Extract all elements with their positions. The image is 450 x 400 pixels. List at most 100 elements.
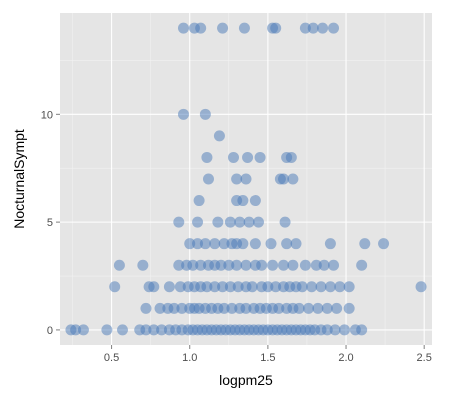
data-point xyxy=(270,22,282,34)
data-point xyxy=(137,259,149,271)
data-point xyxy=(163,281,175,293)
data-point xyxy=(242,151,254,163)
data-point xyxy=(237,238,249,250)
data-point xyxy=(240,259,252,271)
data-point xyxy=(299,259,311,271)
data-point xyxy=(148,324,160,336)
data-point xyxy=(168,302,180,314)
data-point xyxy=(281,238,293,250)
data-point xyxy=(324,238,336,250)
data-point xyxy=(270,281,282,293)
data-point xyxy=(140,302,152,314)
data-point xyxy=(246,281,258,293)
y-tick-label: 10 xyxy=(41,109,53,121)
data-point xyxy=(321,324,333,336)
data-point xyxy=(296,281,308,293)
data-point xyxy=(262,281,274,293)
data-point xyxy=(254,151,266,163)
x-tick-label: 0.5 xyxy=(104,352,119,364)
data-point xyxy=(287,259,299,271)
data-point xyxy=(310,259,322,271)
data-point xyxy=(237,195,249,207)
data-point xyxy=(232,281,244,293)
data-point xyxy=(148,281,160,293)
data-point xyxy=(307,22,319,34)
data-point xyxy=(173,216,185,228)
data-point xyxy=(224,216,236,228)
data-point xyxy=(217,281,229,293)
data-point xyxy=(329,324,341,336)
data-point xyxy=(273,302,285,314)
data-point xyxy=(240,302,252,314)
y-axis-title: NocturnalSympt xyxy=(11,129,27,229)
x-tick-label: 2.0 xyxy=(338,352,353,364)
data-point xyxy=(177,22,189,34)
data-point xyxy=(195,22,207,34)
data-point xyxy=(234,216,246,228)
data-point xyxy=(318,259,330,271)
data-point xyxy=(343,302,355,314)
data-point xyxy=(253,216,265,228)
data-point xyxy=(187,259,199,271)
data-point xyxy=(199,108,211,120)
y-tick-label: 5 xyxy=(47,217,53,229)
data-point xyxy=(315,281,327,293)
data-point xyxy=(415,281,427,293)
data-point xyxy=(177,108,189,120)
data-point xyxy=(231,259,243,271)
data-point xyxy=(359,238,371,250)
data-point xyxy=(285,151,297,163)
data-point xyxy=(101,324,113,336)
data-point xyxy=(218,238,230,250)
data-point xyxy=(195,259,207,271)
y-axis-ticks: 0 5 10 xyxy=(41,109,60,337)
data-point xyxy=(109,281,121,293)
data-point xyxy=(290,238,302,250)
data-point xyxy=(343,281,355,293)
data-point xyxy=(267,259,279,271)
data-point xyxy=(328,22,340,34)
data-point xyxy=(218,302,230,314)
data-point xyxy=(299,22,311,34)
x-tick-label: 1.0 xyxy=(182,352,197,364)
data-point xyxy=(227,151,239,163)
data-point xyxy=(238,22,250,34)
data-point xyxy=(202,173,214,185)
data-point xyxy=(212,216,224,228)
data-point xyxy=(193,195,205,207)
data-point xyxy=(321,302,333,314)
data-point xyxy=(226,302,238,314)
data-point xyxy=(201,281,213,293)
data-point xyxy=(378,238,390,250)
data-point xyxy=(334,281,346,293)
data-point xyxy=(201,151,213,163)
data-point xyxy=(278,173,290,185)
data-point xyxy=(303,302,315,314)
data-point xyxy=(249,238,261,250)
data-point xyxy=(176,302,188,314)
data-point xyxy=(209,238,221,250)
data-point xyxy=(70,324,82,336)
data-point xyxy=(117,324,129,336)
data-point xyxy=(154,302,166,314)
data-point xyxy=(306,281,318,293)
data-point xyxy=(173,259,185,271)
data-point xyxy=(265,238,277,250)
data-point xyxy=(331,302,343,314)
data-point xyxy=(356,259,368,271)
data-point xyxy=(192,216,204,228)
data-point xyxy=(243,216,255,228)
data-point xyxy=(293,302,305,314)
minor-gridlines xyxy=(60,13,432,345)
data-points xyxy=(65,22,427,336)
data-point xyxy=(174,281,186,293)
data-point xyxy=(223,259,235,271)
data-point xyxy=(140,324,152,336)
data-point xyxy=(317,22,329,34)
data-point xyxy=(356,324,368,336)
data-point xyxy=(192,238,204,250)
x-tick-label: 2.5 xyxy=(417,352,432,364)
data-point xyxy=(231,173,243,185)
data-point xyxy=(328,259,340,271)
